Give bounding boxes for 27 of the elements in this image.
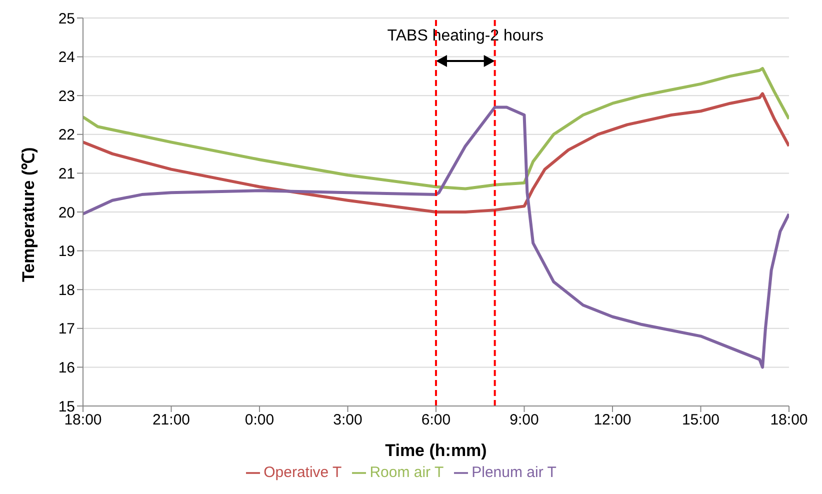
x-tick-label: 15:00 bbox=[682, 412, 720, 429]
legend-label: Room air T bbox=[370, 464, 444, 481]
legend-label: Plenum air T bbox=[472, 464, 556, 481]
x-tick-label: 3:00 bbox=[333, 412, 362, 429]
y-tick-label: 25 bbox=[58, 10, 75, 28]
y-tick-label: 19 bbox=[58, 243, 75, 260]
line-series bbox=[83, 106, 789, 369]
y-tick-label: 18 bbox=[58, 282, 75, 299]
x-tick-label: 12:00 bbox=[594, 412, 632, 429]
y-axis-title: Temperature (℃) bbox=[19, 147, 38, 282]
x-tick-label: 0:00 bbox=[244, 412, 274, 429]
y-tick-label: 16 bbox=[58, 360, 75, 377]
y-tick-label: 17 bbox=[58, 320, 75, 338]
x-tick-label: 21:00 bbox=[152, 412, 190, 429]
y-tick-label: 24 bbox=[58, 49, 75, 66]
y-tick-label: 20 bbox=[58, 204, 75, 222]
y-tick-label: 23 bbox=[58, 88, 75, 105]
x-axis-title: Time (h:mm) bbox=[385, 441, 487, 460]
x-tick-label: 6:00 bbox=[421, 412, 451, 429]
legend-label: Operative T bbox=[264, 464, 342, 481]
x-tick-label: 9:00 bbox=[510, 412, 539, 429]
line-series bbox=[83, 66, 789, 190]
line-series bbox=[83, 92, 789, 214]
annotation: TABS heating-2 hours bbox=[387, 28, 544, 44]
y-tick-label: 21 bbox=[58, 166, 75, 183]
y-tick-label: 22 bbox=[58, 126, 75, 144]
x-tick-label: 18:00 bbox=[770, 412, 808, 429]
